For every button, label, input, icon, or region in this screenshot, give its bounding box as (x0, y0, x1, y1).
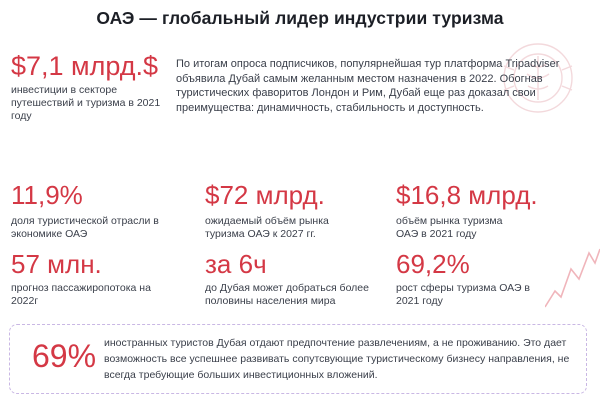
stat-desc-investment: инвестиции в секторе путешествий и туриз… (11, 84, 161, 122)
stat-value-growth: 69,2% (396, 249, 470, 279)
stat-value-passengers: 57 млн. (11, 249, 102, 279)
callout-value: 69% (32, 338, 97, 374)
stat-desc-market-2021: объём рынка туризма ОАЭ в 2021 году (396, 215, 503, 240)
intro-paragraph: По итогам опроса подписчиков, популярней… (176, 58, 560, 114)
page-title: ОАЭ — глобальный лидер индустрии туризма (96, 8, 504, 28)
stat-value-flight-time: за 6ч (205, 249, 267, 279)
stat-value-investment: $7,1 млрд.$ (11, 51, 159, 81)
decorative-seal-icon (503, 43, 573, 113)
stat-desc-growth: рост сферы туризма ОАЭ в 2021 году (396, 282, 530, 307)
stat-value-market-2021: $16,8 млрд. (396, 180, 538, 210)
stat-desc-flight-time: до Дубая может добраться более половины … (205, 282, 369, 307)
stat-desc-passengers: прогноз пассажиропотока на 2022г (11, 282, 151, 307)
stat-desc-market-2027: ожидаемый объём рынка туризма ОАЭ к 2027… (205, 215, 329, 240)
stat-value-economy-share: 11,9% (11, 180, 83, 210)
stat-value-market-2027: $72 млрд. (205, 180, 325, 210)
trend-line-icon (545, 248, 600, 308)
callout-text: иностранных туристов Дубая отдают предпо… (104, 337, 570, 381)
callout-box: 69% иностранных туристов Дубая отдают пр… (9, 324, 587, 394)
stat-desc-economy-share: доля туристической отрасли в экономике О… (11, 215, 159, 240)
